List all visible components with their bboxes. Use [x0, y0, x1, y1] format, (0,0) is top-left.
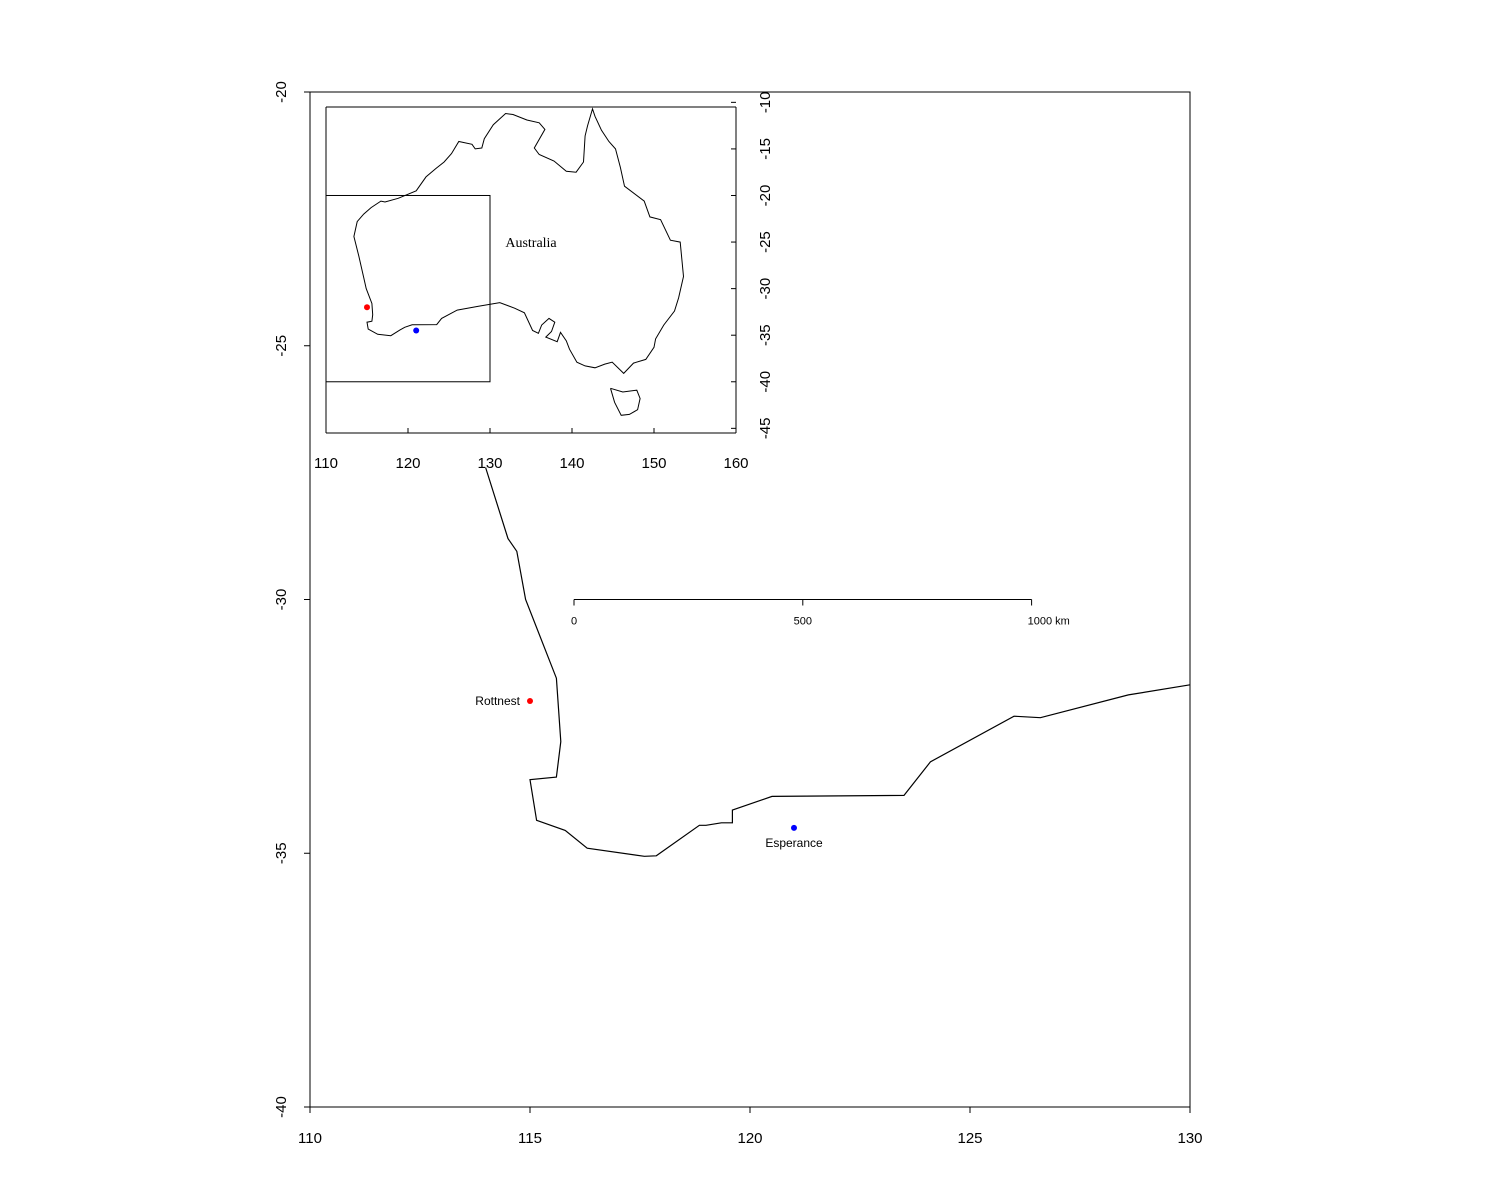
- site-label-esperance: Esperance: [765, 836, 823, 850]
- y-tick-label-0: -20: [273, 81, 290, 103]
- inset-x-axis: 110 120 130 140 150 160: [314, 428, 749, 472]
- australia-outline: [353, 107, 685, 375]
- inset-x-tick-label-5: 160: [723, 455, 748, 472]
- inset-y-tick-label-3: -25: [757, 231, 774, 253]
- inset-y-tick-label-7: -45: [757, 417, 774, 439]
- inset-x-tick-label-0: 110: [314, 455, 338, 472]
- coastline-western-australia: [485, 467, 1191, 857]
- site-label-rottnest: Rottnest: [475, 694, 520, 708]
- inset-y-axis: -10 -15 -20 -25 -30 -35 -40 -45: [731, 91, 774, 439]
- inset-y-tick-label-2: -20: [757, 185, 774, 207]
- inset-site-marker-1: [413, 327, 420, 334]
- inset-map-australia: Australia 110 120 130 140 150 160 -10 -15 -20 -2…: [314, 91, 774, 472]
- main-y-axis: -20 -25 -30 -35 -40: [273, 81, 310, 1118]
- y-tick-label-3: -35: [273, 842, 290, 864]
- y-tick-label-4: -40: [273, 1096, 290, 1118]
- inset-y-tick-label-1: -15: [757, 138, 774, 160]
- country-label: Australia: [505, 236, 557, 251]
- site-markers: Rottnest Esperance: [475, 694, 823, 850]
- inset-site-marker-0: [364, 304, 370, 311]
- inset-y-tick-label-5: -35: [757, 324, 774, 346]
- y-tick-label-1: -25: [273, 335, 290, 357]
- inset-x-tick-label-2: 130: [477, 455, 502, 472]
- inset-site-markers: [364, 304, 420, 334]
- x-tick-label-4: 130: [1177, 1130, 1202, 1147]
- site-marker-esperance: [791, 824, 797, 831]
- x-tick-label-3: 125: [957, 1130, 982, 1147]
- x-tick-label-1: 115: [518, 1130, 542, 1147]
- inset-y-tick-label-0: -10: [757, 91, 774, 113]
- scale-bar-ticks: 0 500 1000 km: [571, 599, 1070, 628]
- inset-x-tick-label-3: 140: [559, 455, 584, 472]
- scale-bar: 0 500 1000 km: [571, 599, 1070, 628]
- inset-y-tick-label-6: -40: [757, 371, 774, 393]
- scale-label-1: 500: [794, 616, 812, 628]
- inset-y-tick-label-4: -30: [757, 278, 774, 300]
- y-tick-label-2: -30: [273, 589, 290, 611]
- main-x-axis: 110 115 120 125 130: [298, 1107, 1203, 1147]
- x-tick-label-2: 120: [737, 1130, 762, 1147]
- inset-x-tick-label-4: 150: [641, 455, 666, 472]
- tasmania-outline: [610, 387, 641, 416]
- main-map: 110 115 120 125 130 -20 -25 -30 -35 -40 Rottnest…: [273, 81, 1203, 1147]
- inset-background: [326, 107, 736, 433]
- site-marker-rottnest: [527, 698, 533, 704]
- scale-label-2: 1000 km: [1028, 616, 1070, 628]
- study-area-box: [325, 194, 491, 383]
- inset-x-tick-label-1: 120: [395, 455, 420, 472]
- scale-label-0: 0: [571, 616, 577, 628]
- x-tick-label-0: 110: [298, 1130, 322, 1147]
